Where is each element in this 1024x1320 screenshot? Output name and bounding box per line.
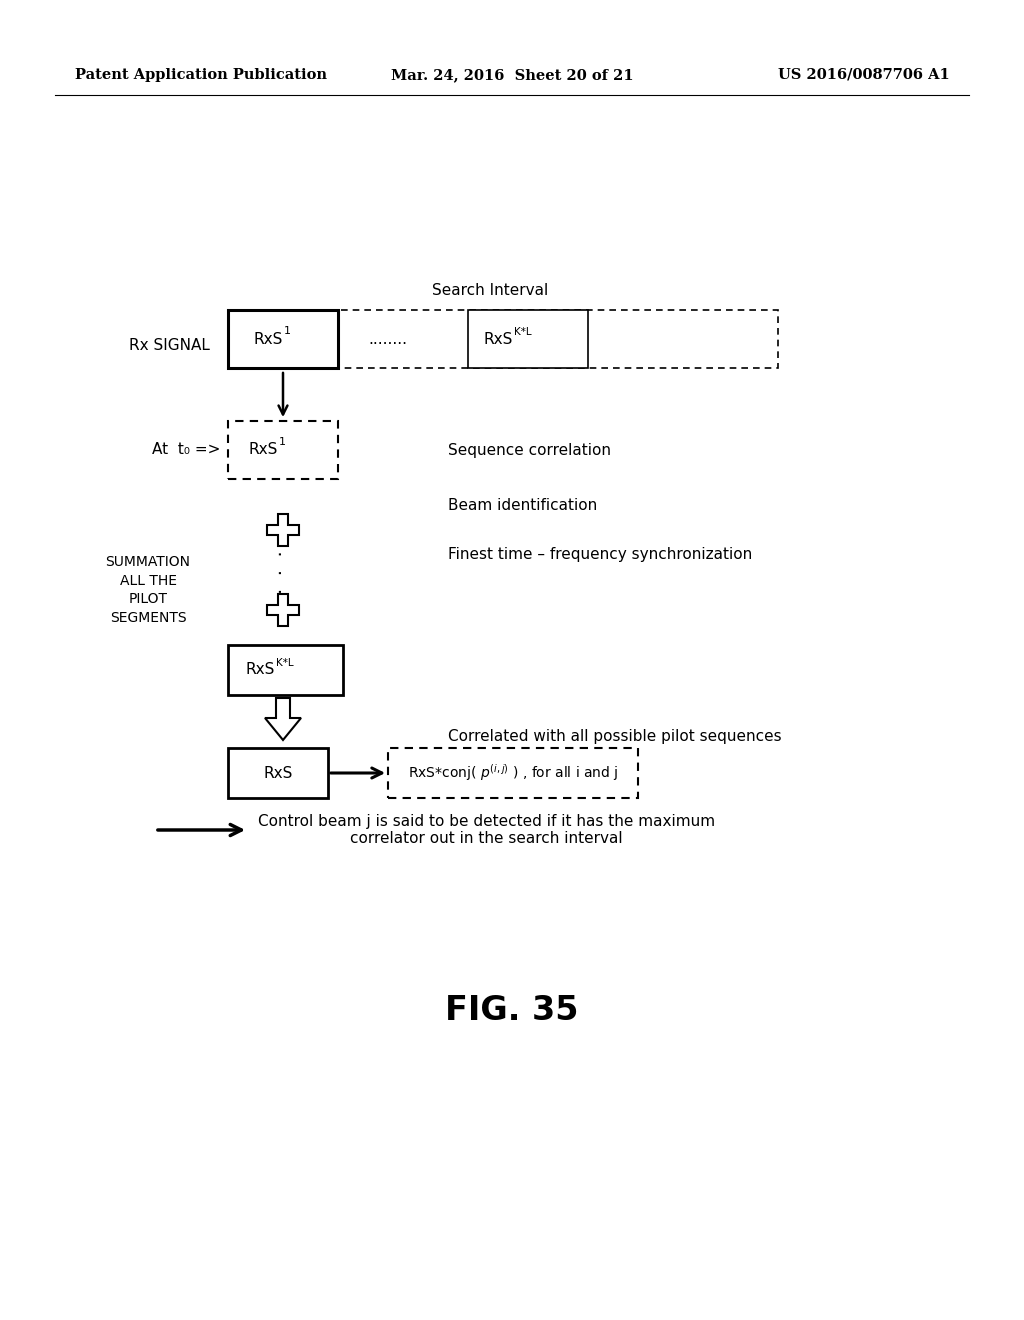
- Text: Patent Application Publication: Patent Application Publication: [75, 69, 327, 82]
- Text: ........: ........: [369, 331, 408, 346]
- Text: RxS: RxS: [263, 766, 293, 780]
- Bar: [228, 748, 328, 799]
- Text: RxS: RxS: [483, 331, 513, 346]
- Text: US 2016/0087706 A1: US 2016/0087706 A1: [778, 69, 950, 82]
- Text: RxS*conj( $p^{(i,j)}$ ) , for all i and j: RxS*conj( $p^{(i,j)}$ ) , for all i and …: [408, 763, 618, 784]
- Text: Control beam j is said to be detected if it has the maximum
correlator out in th: Control beam j is said to be detected if…: [258, 814, 715, 846]
- Bar: [228, 310, 338, 368]
- Text: Beam identification: Beam identification: [449, 498, 597, 512]
- Polygon shape: [265, 698, 301, 741]
- Text: FIG. 35: FIG. 35: [445, 994, 579, 1027]
- Text: ·  ·  ·: · · ·: [273, 550, 293, 594]
- Text: K*L: K*L: [514, 327, 531, 337]
- Bar: [228, 645, 343, 696]
- Text: 1: 1: [284, 326, 291, 337]
- Text: 1: 1: [279, 437, 286, 447]
- Bar: [468, 310, 588, 368]
- Bar: [388, 748, 638, 799]
- Polygon shape: [267, 513, 299, 546]
- Text: RxS: RxS: [246, 663, 275, 677]
- Text: Rx SIGNAL: Rx SIGNAL: [129, 338, 210, 352]
- Polygon shape: [267, 594, 299, 626]
- Text: Finest time – frequency synchronization: Finest time – frequency synchronization: [449, 548, 753, 562]
- Text: K*L: K*L: [276, 657, 294, 668]
- Text: SUMMATION
ALL THE
PILOT
SEGMENTS: SUMMATION ALL THE PILOT SEGMENTS: [105, 556, 190, 624]
- Bar: [228, 310, 778, 368]
- Text: RxS: RxS: [249, 442, 278, 458]
- Text: Sequence correlation: Sequence correlation: [449, 442, 611, 458]
- Text: Search Interval: Search Interval: [432, 282, 548, 298]
- Text: Mar. 24, 2016  Sheet 20 of 21: Mar. 24, 2016 Sheet 20 of 21: [391, 69, 633, 82]
- Text: Correlated with all possible pilot sequences: Correlated with all possible pilot seque…: [449, 730, 781, 744]
- Text: RxS: RxS: [254, 331, 283, 346]
- Bar: [228, 421, 338, 479]
- Text: At  t₀ =>: At t₀ =>: [152, 442, 220, 458]
